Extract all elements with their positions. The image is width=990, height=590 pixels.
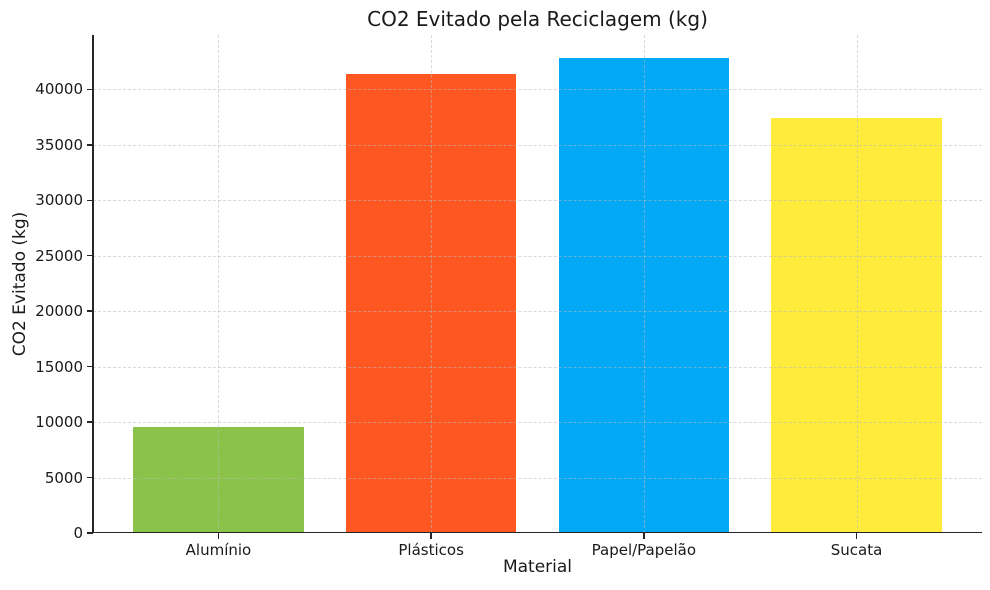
gridline-h-5000 <box>93 477 982 479</box>
gridline-h-35000 <box>93 144 982 146</box>
x-tick-label-0: Alumínio <box>185 541 252 559</box>
y-tick-label-35000: 35000 <box>35 135 83 154</box>
x-tick-mark-3 <box>855 533 858 539</box>
gridline-v-1 <box>431 35 433 533</box>
x-tick-label-1: Plásticos <box>398 541 464 559</box>
x-tick-mark-2 <box>643 533 645 539</box>
chart-title: CO2 Evitado pela Reciclagem (kg) <box>367 7 708 31</box>
y-tick-label-40000: 40000 <box>35 80 83 99</box>
gridline-h-30000 <box>93 200 982 202</box>
y-tick-mark-5000 <box>87 476 93 479</box>
x-tick-mark-1 <box>430 533 432 539</box>
x-tick-label-3: Sucata <box>830 541 883 559</box>
gridline-v-0 <box>218 35 220 533</box>
x-tick-mark-0 <box>217 533 220 539</box>
y-axis-spine <box>92 35 94 533</box>
y-tick-mark-0 <box>87 532 93 534</box>
y-tick-label-25000: 25000 <box>35 246 83 265</box>
gridline-h-15000 <box>93 366 982 368</box>
gridline-h-40000 <box>93 89 982 91</box>
y-tick-mark-35000 <box>87 144 93 146</box>
bar-3 <box>771 118 942 533</box>
x-axis-label: Material <box>502 557 573 577</box>
x-tick-label-2: Papel/Papelão <box>591 541 697 559</box>
y-tick-label-0: 0 <box>73 524 83 542</box>
y-tick-mark-20000 <box>87 310 93 312</box>
y-tick-label-15000: 15000 <box>35 357 83 376</box>
gridline-h-25000 <box>93 255 982 257</box>
y-axis-label: CO2 Evitado (kg) <box>10 211 30 357</box>
y-tick-mark-40000 <box>87 88 93 91</box>
y-tick-mark-25000 <box>87 254 93 257</box>
plot-area <box>87 35 982 539</box>
bar-1 <box>346 73 517 533</box>
gridline-h-20000 <box>93 311 982 313</box>
y-tick-label-10000: 10000 <box>35 413 83 432</box>
gridline-h-10000 <box>93 422 982 424</box>
y-tick-mark-30000 <box>87 199 93 201</box>
y-tick-mark-10000 <box>87 421 93 423</box>
y-tick-label-5000: 5000 <box>44 468 83 487</box>
x-axis-spine <box>92 531 982 533</box>
y-tick-label-20000: 20000 <box>35 302 83 321</box>
gridline-v-2 <box>643 35 645 533</box>
gridline-v-3 <box>856 35 858 533</box>
y-tick-mark-15000 <box>87 365 93 368</box>
y-tick-label-30000: 30000 <box>35 191 83 210</box>
